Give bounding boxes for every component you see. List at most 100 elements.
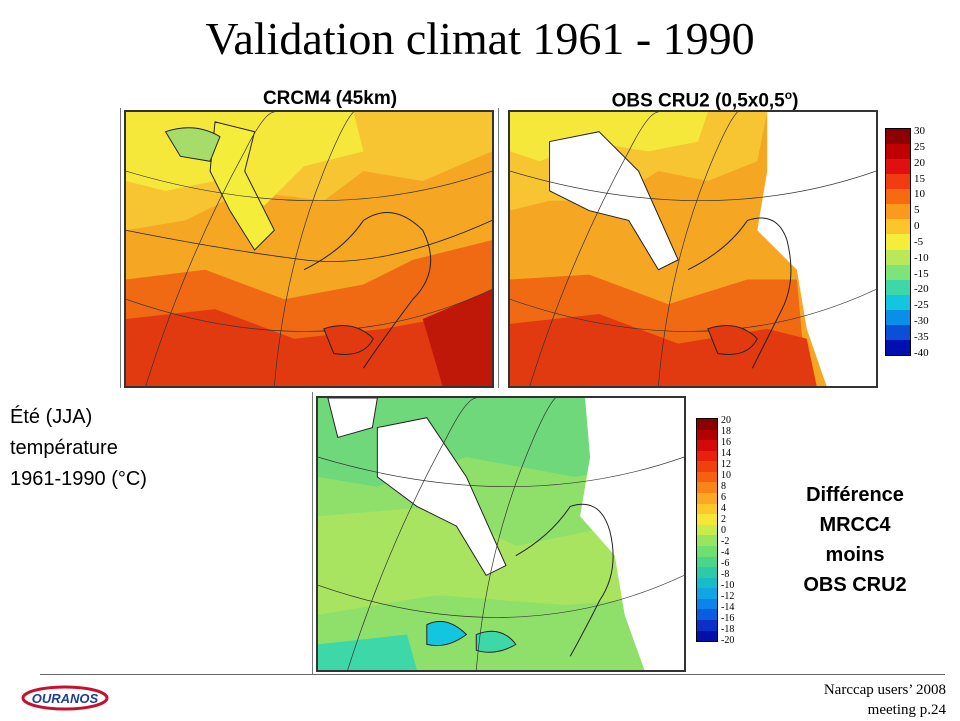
difference-scale-tick-label: 0 [721,525,726,536]
temperature-scale-tick-label: -10 [914,251,929,264]
difference-scale-swatch [697,503,717,515]
temperature-scale-tick-label: -30 [914,315,929,328]
temperature-color-scale: 30 25 20 15 10 5 0 -5 -10 -15 -20 -25 -30 -35 -40 [885,125,929,359]
footer-divider [40,674,945,675]
temperature-scale-swatch [886,279,910,295]
difference-scale-tick-label: 12 [721,459,731,470]
temperature-scale-tick-label: 5 [914,204,920,217]
temperature-scale-tick-label: -5 [914,235,924,248]
frame-line-bottom-left [312,392,313,674]
difference-scale-swatch [697,440,717,451]
temperature-scale-swatch [886,129,910,145]
difference-scale-swatch [697,567,717,578]
period-unit-label: 1961-1990 (°C) [10,468,147,490]
temperature-scale-swatch [886,249,910,265]
difference-scale-swatch [697,598,717,610]
difference-scale-tick-label: -14 [721,602,735,613]
difference-color-scale: 20 18 16 14 12 10 8 6 4 2 0 -2 -4 -6 -8 -10 -12 -14 -16 -18… [696,415,735,646]
difference-scale-tick-label: -16 [721,613,735,624]
temperature-scale-tick-label: 20 [914,156,925,169]
temperature-scale-tick-label: 25 [914,140,925,153]
temperature-scale-swatch [886,324,910,340]
crcm4-temperature-map [124,110,494,388]
temperature-scale-tick-label: 15 [914,172,925,185]
frame-line-middle [498,108,499,388]
variable-label: température [10,437,118,459]
difference-scale-tick-label: 20 [721,415,731,426]
temperature-scale-swatch [886,294,910,310]
obs-cru2-panel-label: OBS CRU2 (0,5x0,5o) [611,88,799,112]
difference-scale-swatch [697,524,717,536]
difference-scale-tick-label: 14 [721,448,731,459]
difference-scale-swatch [697,461,717,472]
difference-label-line2: MRCC4 [819,514,891,536]
difference-scale-swatch [697,556,717,568]
temperature-scale-swatch [886,309,910,325]
temperature-scale-tick-label: -35 [914,330,929,343]
season-label: Été (JJA) [10,406,93,428]
temperature-scale-swatch [886,219,910,235]
temperature-scale-swatch [886,189,910,205]
difference-scale-swatch [697,493,717,504]
difference-scale-swatch [697,482,717,494]
difference-scale-tick-label: 8 [721,481,726,492]
temperature-scale-swatch [886,204,910,220]
difference-scale-swatch [697,588,717,599]
temperature-scale-tick-label: 0 [914,220,920,233]
temperature-scale-swatch [886,174,910,190]
difference-label-line1: Différence [806,484,904,506]
difference-scale-tick-label: -18 [721,624,735,635]
difference-scale-swatch [697,535,717,546]
crcm4-panel-label: CRCM4 (45km) [262,88,398,109]
difference-scale-tick-label: -12 [721,591,735,602]
temperature-scale-tick-label: -40 [914,346,929,359]
footer-event: Narccap users’ 2008 [823,682,946,698]
temperature-scale-tick-label: -20 [914,283,929,296]
difference-scale-swatch [697,609,717,620]
difference-scale-swatch [697,450,717,462]
difference-scale-tick-label: -2 [721,536,730,547]
difference-scale-swatch [697,619,717,631]
difference-color-bar [696,418,718,642]
ouranos-logo: OURANOS [20,682,110,714]
temperature-color-bar [885,128,911,356]
frame-line-left [120,108,121,388]
difference-scale-swatch [697,419,717,430]
temperature-scale-tick-label: -25 [914,299,929,312]
temperature-scale-swatch [886,264,910,280]
difference-map [316,396,686,672]
difference-scale-swatch [697,514,717,525]
temperature-scale-tick-label: 30 [914,125,925,137]
temperature-scale-tick-label: -15 [914,267,929,280]
difference-scale-tick-label: -4 [721,547,730,558]
temperature-scale-swatch [886,159,910,175]
difference-scale-tick-label: -20 [721,635,735,646]
difference-scale-tick-label: 18 [721,426,731,437]
difference-label-line4: OBS CRU2 [803,574,907,596]
difference-scale-swatch [697,577,717,589]
footer-page: meeting p.24 [867,702,946,719]
difference-scale-ticks: 20 18 16 14 12 10 8 6 4 2 0 -2 -4 -6 -8 -10 -12 -14 -16 -18… [721,415,735,646]
obs-cru2-temperature-map [508,110,878,388]
season-variable-label: Été (JJA) température 1961-1990 (°C) [10,402,147,495]
temperature-scale-swatch [886,144,910,160]
temperature-scale-tick-label: 10 [914,188,925,201]
difference-scale-tick-label: -8 [721,569,730,580]
footer-text: Narccap users’ 2008 meeting p.24 [824,680,946,721]
svg-text:OURANOS: OURANOS [32,691,99,706]
difference-scale-tick-label: 10 [721,470,731,481]
temperature-scale-ticks: 30 25 20 15 10 5 0 -5 -10 -15 -20 -25 -30 -35 -40 [914,125,929,359]
difference-scale-tick-label: 6 [721,492,726,503]
difference-scale-tick-label: -10 [721,580,735,591]
difference-scale-swatch [697,471,717,483]
temperature-scale-swatch [886,234,910,250]
slide-title: Validation climat 1961 - 1990 [205,13,755,64]
difference-scale-tick-label: 2 [721,514,726,525]
difference-scale-swatch [697,429,717,441]
difference-scale-swatch [697,630,717,642]
difference-scale-tick-label: 4 [721,503,726,514]
difference-label: Différence MRCC4 moins OBS CRU2 [770,480,940,600]
temperature-scale-swatch [886,339,910,355]
difference-scale-swatch [697,545,717,557]
difference-scale-tick-label: -6 [721,558,730,569]
